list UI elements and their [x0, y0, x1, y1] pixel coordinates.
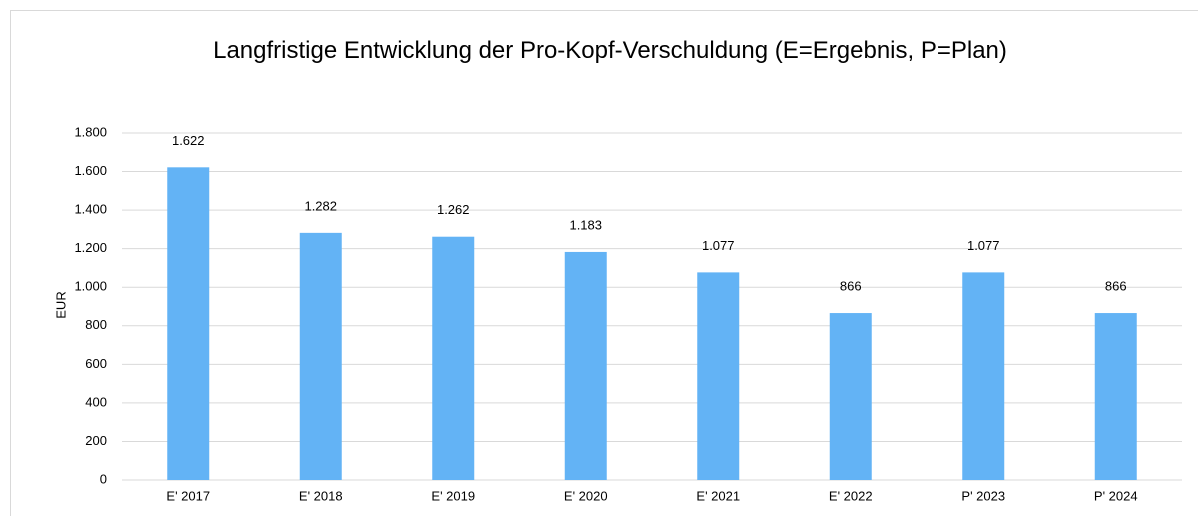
chart-title: Langfristige Entwicklung der Pro-Kopf-Ve…: [213, 37, 1007, 64]
bar: [432, 236, 475, 480]
bar: [962, 272, 1005, 480]
data-label: 1.262: [437, 202, 470, 217]
bar: [167, 167, 210, 480]
x-tick-label: E' 2019: [431, 488, 475, 503]
bar: [829, 313, 872, 480]
bar: [1094, 313, 1137, 480]
data-label: 1.622: [172, 133, 205, 148]
x-tick-label: E' 2017: [166, 488, 210, 503]
x-tick-label: E' 2018: [299, 488, 343, 503]
x-tick-label: E' 2022: [829, 488, 873, 503]
x-tick-label: E' 2021: [696, 488, 740, 503]
bar: [564, 251, 607, 480]
x-tick-label: P' 2023: [961, 488, 1005, 503]
data-label: 866: [840, 278, 862, 293]
data-label: 866: [1105, 278, 1127, 293]
y-tick-label: 600: [85, 356, 107, 371]
y-tick-label: 1.000: [74, 279, 107, 294]
y-tick-label: 800: [85, 317, 107, 332]
y-tick-label: 1.600: [74, 163, 107, 178]
bar: [299, 232, 342, 480]
x-tick-label: P' 2024: [1094, 488, 1138, 503]
chart-border: [10, 10, 1198, 516]
data-label: 1.077: [702, 238, 735, 253]
y-tick-label: 200: [85, 433, 107, 448]
y-tick-label: 400: [85, 394, 107, 409]
data-label: 1.077: [967, 238, 1000, 253]
x-tick-label: E' 2020: [564, 488, 608, 503]
y-tick-label: 1.200: [74, 240, 107, 255]
y-axis-label: EUR: [53, 291, 68, 318]
y-tick-label: 1.800: [74, 124, 107, 139]
y-tick-label: 0: [100, 471, 107, 486]
data-label: 1.183: [569, 217, 602, 232]
bar: [697, 272, 740, 480]
data-label: 1.282: [304, 198, 337, 213]
y-tick-label: 1.400: [74, 202, 107, 217]
